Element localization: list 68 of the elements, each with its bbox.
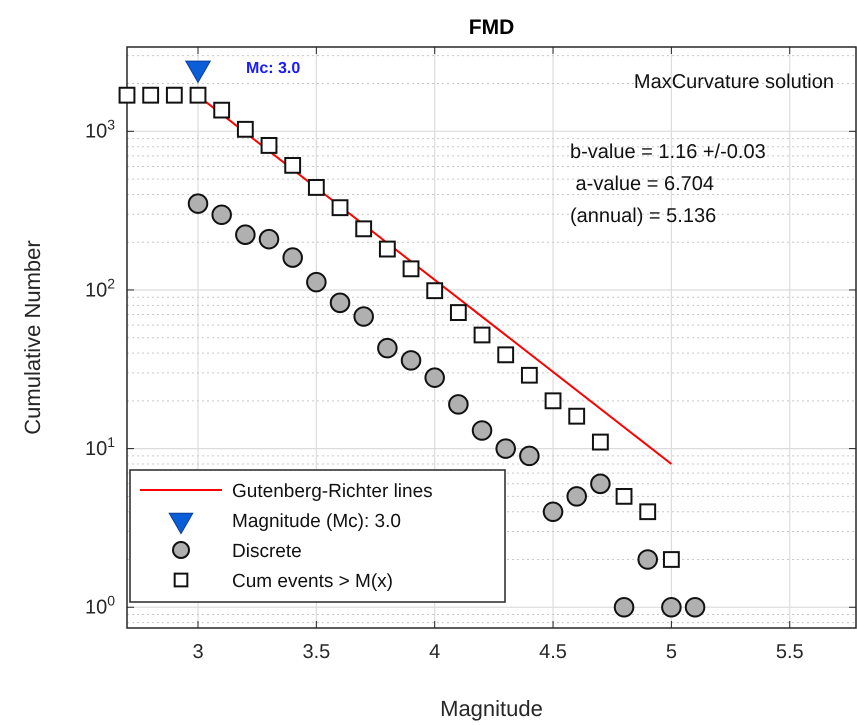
point [684, 597, 706, 618]
point [661, 597, 682, 618]
point [424, 367, 445, 388]
point [544, 392, 562, 410]
annotation: MaxCurvature solution [634, 71, 834, 93]
point [474, 326, 490, 344]
point [614, 597, 634, 618]
point [306, 272, 327, 292]
point [118, 86, 136, 104]
point [542, 501, 564, 522]
point [330, 292, 350, 314]
legend-label: Magnitude (Mc): 3.0 [232, 511, 401, 532]
point [236, 120, 254, 138]
point [260, 136, 278, 154]
legend-label: Cum events > M(x) [232, 571, 394, 592]
y-axis-title: Cumulative Number [20, 240, 45, 435]
point [235, 224, 256, 245]
point [377, 338, 398, 358]
point [166, 86, 183, 104]
y-tick-label: 10$^{2}$ [84, 275, 116, 302]
annotation: b-value = 1.16 +/-0.03 [570, 141, 766, 163]
point [662, 551, 680, 568]
point [497, 346, 514, 364]
annotation: (annual) = 5.136 [570, 205, 716, 227]
point [592, 434, 609, 450]
point [520, 366, 538, 384]
annotation: a-value = 6.704 [570, 173, 714, 195]
y-tick-label: 10$^{0}$ [84, 592, 116, 619]
point [472, 420, 492, 441]
legend-label: Gutenberg-Richter lines [232, 481, 433, 502]
point [616, 488, 632, 505]
point [402, 260, 420, 278]
point [355, 220, 372, 238]
y-tick-label: 10$^{1}$ [84, 434, 116, 460]
annotation: Mc: 3.0 [246, 60, 300, 78]
point [566, 486, 587, 507]
x-tick-label: 4 [429, 641, 440, 664]
point [426, 282, 444, 300]
point [213, 102, 230, 119]
y-tick-label: 10$^{3}$ [84, 116, 116, 143]
point [450, 304, 467, 322]
point [637, 549, 658, 570]
point [282, 247, 303, 268]
point [378, 240, 396, 258]
point [142, 86, 160, 104]
point [639, 503, 656, 520]
x-axis-title: Magnitude [440, 696, 543, 721]
point [353, 306, 374, 327]
point [568, 408, 586, 425]
x-tick-label: 4.5 [539, 641, 567, 664]
point [448, 394, 469, 415]
x-tick-label: 3 [192, 641, 204, 664]
x-tick-label: 5.5 [776, 641, 804, 664]
point [495, 438, 516, 459]
x-tick-label: 3.5 [302, 641, 330, 664]
legend-label: Discrete [232, 541, 302, 562]
point [211, 204, 232, 225]
point [258, 228, 280, 250]
point [284, 156, 302, 174]
x-tick-label: 5 [666, 641, 677, 664]
point [519, 446, 540, 466]
point [590, 474, 611, 494]
point [400, 350, 422, 371]
point [332, 199, 348, 216]
point [190, 86, 206, 104]
chart-title: FMD [468, 16, 514, 39]
point [188, 193, 208, 214]
point [308, 178, 325, 196]
